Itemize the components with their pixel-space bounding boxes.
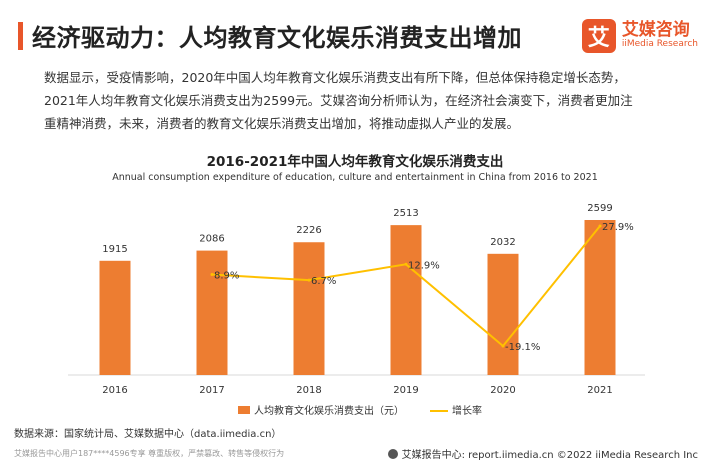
description: 数据显示，受疫情影响，2020年中国人均年教育文化娱乐消费支出有所下降，但总体保… [44,66,694,135]
x-tick-label: 2018 [296,385,321,396]
growth-rate-label: 6.7% [311,276,336,287]
bar-value-label: 2032 [490,237,515,248]
bar [196,250,228,375]
footer-credit-text: 艾媒报告中心: report.iimedia.cn ©2022 iiMedia … [401,450,698,461]
report-icon [387,448,398,459]
growth-point [598,224,602,228]
brand-logo: 艾 艾媒咨询 iiMedia Research [581,16,698,56]
bar [99,260,131,375]
bar [584,220,616,375]
growth-point [210,273,214,277]
x-tick-label: 2021 [587,385,612,396]
watermark-text: 艾媒报告中心用户187****4596专享 尊重版权，严禁篡改、转售等侵权行为 [14,449,285,458]
description-line: 数据显示，受疫情影响，2020年中国人均年教育文化娱乐消费支出有所下降，但总体保… [44,70,626,85]
page-title: 经济驱动力：人均教育文化娱乐消费支出增加 [32,24,522,52]
logo-icon: 艾 [581,19,616,53]
data-source: 数据来源：国家统计局、艾媒数据中心（data.iimedia.cn） [14,429,282,440]
legend-line-label: 增长率 [452,404,482,417]
growth-rate-label: -19.1% [505,342,540,353]
logo-name-en: iiMedia Research [621,39,698,50]
bar-value-label: 2599 [587,203,612,214]
x-tick-label: 2020 [490,385,515,396]
x-tick-label: 2017 [199,385,224,396]
x-tick-label: 2019 [393,385,418,396]
bar-value-label: 2226 [296,225,321,236]
bar-value-label: 2086 [199,234,224,245]
growth-point [501,344,505,348]
chart-title: 2016-2021年中国人均年教育文化娱乐消费支出 [206,154,504,170]
footer-credit: 艾媒报告中心: report.iimedia.cn ©2022 iiMedia … [387,446,698,461]
growth-rate-label: 27.9% [602,222,634,233]
bar [390,225,422,375]
legend-bar-label: 人均教育文化娱乐消费支出（元） [254,404,404,417]
description-line: 重精神消费，未来，消费者的教育文化娱乐消费支出增加，将推动虚拟人产业的发展。 [44,116,520,131]
growth-point [307,278,311,282]
legend-bar-swatch [238,406,250,414]
bar [487,253,519,375]
chart-subtitle: Annual consumption expenditure of educat… [112,172,598,183]
bar [293,242,325,375]
growth-rate-label: 12.9% [408,260,440,271]
x-tick-label: 2016 [102,385,127,396]
growth-rate-label: 8.9% [214,271,239,282]
bar-value-label: 2513 [393,208,418,219]
title-accent-bar [18,22,23,50]
growth-point [404,262,408,266]
description-line: 2021年人均年教育文化娱乐消费支出为2599元。艾媒咨询分析师认为，在经济社会… [44,93,633,108]
bar-value-label: 1915 [102,244,127,255]
logo-name-cn: 艾媒咨询 [621,20,690,41]
